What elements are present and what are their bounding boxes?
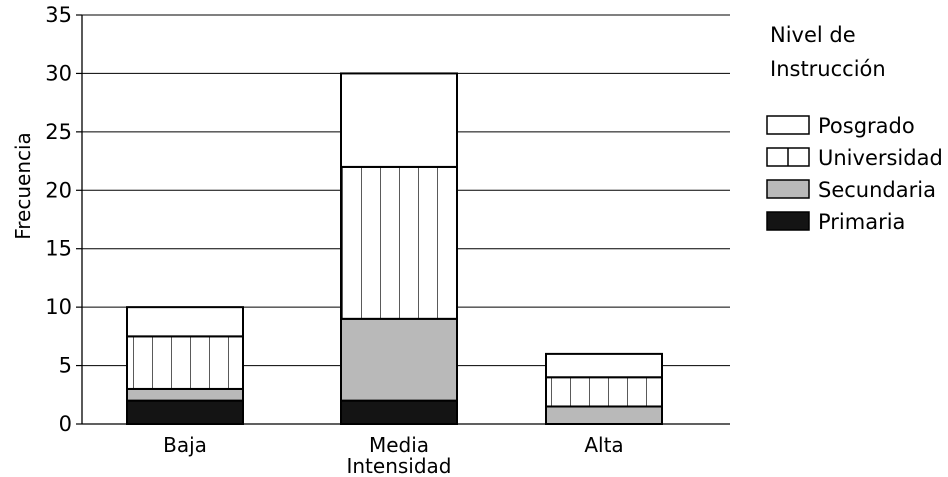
y-tick-label: 30 [45,61,72,85]
bar-segment-posgrado [545,352,663,379]
bar-segment-primaria [340,399,458,425]
legend-swatch-box [766,115,810,135]
bar-segment-secundaria [340,317,458,402]
legend-swatch-box [766,179,810,199]
y-tick-label: 25 [45,120,72,144]
bar-segment-secundaria [126,387,244,402]
legend-swatch-box [766,211,810,231]
x-category-label: Intensidad [346,454,451,477]
legend-label: Primaria [818,210,905,234]
legend-swatch [766,147,810,167]
y-axis-title: Frecuencia [11,132,35,240]
legend-title: Instrucción [770,57,886,81]
legend-swatch [766,115,810,135]
legend-label: Universidad [818,146,943,170]
y-tick-label: 15 [45,237,72,261]
bar-segment-universidad [340,165,458,320]
bar-segment-primaria [126,399,244,425]
bar-segment-posgrado [340,72,458,168]
legend-label: Posgrado [818,114,915,138]
y-tick-label: 20 [45,178,72,202]
y-tick-label: 0 [59,412,72,436]
y-tick-label: 5 [59,354,72,378]
y-tick-label: 10 [45,295,72,319]
bar-segment-secundaria [545,405,663,426]
legend-swatch [766,211,810,231]
legend-title: Nivel de [770,23,856,47]
bar-segment-posgrado [126,306,244,338]
bar-segment-universidad [545,376,663,408]
legend-swatch [766,179,810,199]
x-category-label: Media [369,433,429,457]
y-tick-label: 35 [45,3,72,27]
legend-label: Secundaria [818,178,936,202]
bar-segment-universidad [126,335,244,390]
x-category-label: Baja [163,433,207,457]
x-category-label: Alta [584,433,623,457]
